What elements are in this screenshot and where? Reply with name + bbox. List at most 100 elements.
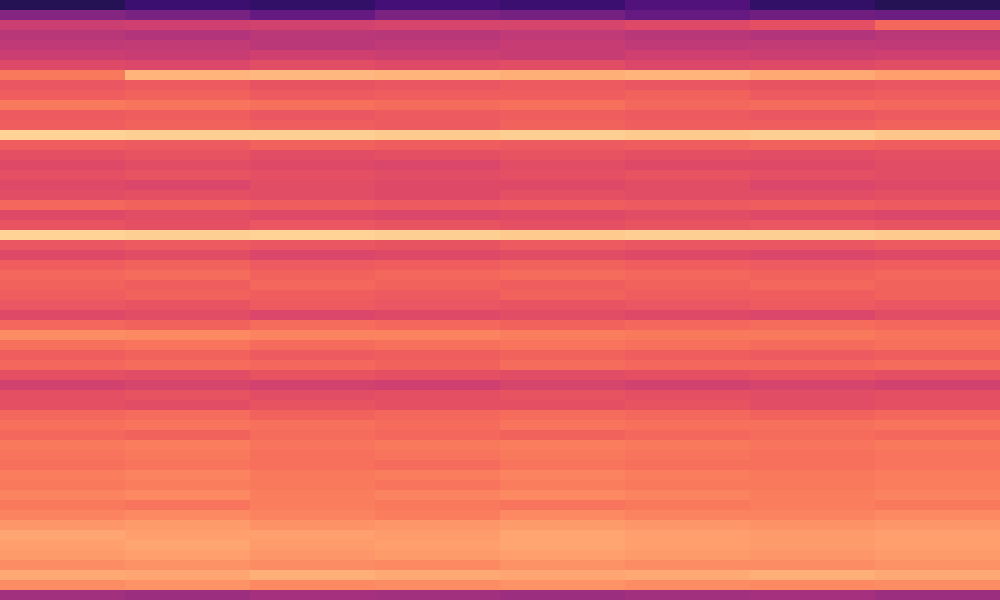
heatmap-cell: [500, 410, 626, 421]
heatmap-cell: [0, 470, 126, 481]
heatmap-cell: [0, 440, 126, 451]
heatmap-cell: [875, 40, 1000, 51]
heatmap-cell: [500, 190, 626, 201]
plot-area: [0, 0, 1000, 600]
heatmap-cell: [625, 170, 751, 181]
heatmap-cell: [250, 300, 376, 311]
heatmap-cell: [250, 190, 376, 201]
heatmap-cell: [625, 480, 751, 491]
heatmap-cell: [625, 10, 751, 21]
heatmap-cell: [500, 340, 626, 351]
heatmap-cell: [250, 370, 376, 381]
heatmap-cell: [875, 250, 1000, 261]
heatmap-cell: [375, 360, 501, 371]
heatmap-cell: [750, 320, 876, 331]
heatmap-cell: [625, 230, 751, 241]
heatmap-cell: [875, 210, 1000, 221]
heatmap-cell: [375, 170, 501, 181]
heatmap-cell: [125, 90, 251, 101]
heatmap-cell: [750, 470, 876, 481]
heatmap-cell: [875, 410, 1000, 421]
heatmap-cell: [750, 400, 876, 411]
heatmap-cell: [625, 560, 751, 571]
heatmap-cell: [375, 400, 501, 411]
heatmap-cell: [125, 510, 251, 521]
heatmap-cell: [125, 10, 251, 21]
heatmap-cell: [0, 180, 126, 191]
heatmap-cell: [0, 460, 126, 471]
heatmap-cell: [500, 40, 626, 51]
heatmap-cell: [875, 560, 1000, 571]
heatmap-cell: [875, 180, 1000, 191]
heatmap-cell: [625, 400, 751, 411]
heatmap-cell: [375, 340, 501, 351]
heatmap-cell: [750, 0, 876, 11]
heatmap-cell: [250, 260, 376, 271]
heatmap-cell: [625, 120, 751, 131]
cells: [0, 0, 1000, 600]
heatmap-cell: [625, 270, 751, 281]
heatmap-cell: [375, 450, 501, 461]
heatmap-cell: [0, 110, 126, 121]
heatmap-cell: [125, 310, 251, 321]
heatmap-cell: [125, 120, 251, 131]
heatmap-cell: [750, 190, 876, 201]
heatmap-cell: [125, 340, 251, 351]
heatmap-cell: [375, 380, 501, 391]
heatmap-cell: [250, 330, 376, 341]
heatmap-cell: [875, 550, 1000, 561]
heatmap-cell: [0, 290, 126, 301]
heatmap-cell: [125, 540, 251, 551]
heatmap-cell: [0, 120, 126, 131]
heatmap-cell: [625, 360, 751, 371]
heatmap-cell: [875, 90, 1000, 101]
heatmap-cell: [500, 510, 626, 521]
heatmap-cell: [125, 520, 251, 531]
heatmap-cell: [625, 110, 751, 121]
heatmap-cell: [0, 170, 126, 181]
heatmap-cell: [250, 550, 376, 561]
heatmap-cell: [375, 120, 501, 131]
heatmap-cell: [500, 490, 626, 501]
heatmap-cell: [875, 510, 1000, 521]
heatmap-cell: [875, 480, 1000, 491]
heatmap-cell: [750, 80, 876, 91]
heatmap-cell: [500, 30, 626, 41]
heatmap-cell: [125, 570, 251, 581]
heatmap-cell: [0, 50, 126, 61]
heatmap-cell: [0, 340, 126, 351]
heatmap-cell: [875, 220, 1000, 231]
heatmap-cell: [875, 490, 1000, 501]
heatmap-cell: [750, 530, 876, 541]
heatmap-cell: [500, 440, 626, 451]
heatmap-cell: [125, 260, 251, 271]
heatmap-cell: [0, 520, 126, 531]
heatmap-cell: [875, 230, 1000, 241]
heatmap-cell: [750, 440, 876, 451]
heatmap-cell: [125, 200, 251, 211]
heatmap-cell: [125, 160, 251, 171]
heatmap-cell: [250, 120, 376, 131]
heatmap-cell: [875, 570, 1000, 581]
heatmap-cell: [875, 520, 1000, 531]
heatmap-cell: [500, 90, 626, 101]
heatmap-cell: [750, 350, 876, 361]
heatmap-cell: [750, 230, 876, 241]
heatmap-cell: [625, 510, 751, 521]
heatmap-cell: [500, 60, 626, 71]
heatmap-cell: [625, 500, 751, 511]
heatmap-cell: [625, 460, 751, 471]
heatmap-cell: [500, 280, 626, 291]
heatmap-cell: [250, 310, 376, 321]
heatmap-cell: [625, 300, 751, 311]
heatmap-cell: [0, 580, 126, 591]
heatmap-cell: [875, 80, 1000, 91]
heatmap-cell: [0, 270, 126, 281]
heatmap-cell: [625, 280, 751, 291]
heatmap-cell: [750, 310, 876, 321]
heatmap-cell: [375, 210, 501, 221]
heatmap-cell: [875, 460, 1000, 471]
heatmap-cell: [875, 420, 1000, 431]
heatmap-cell: [250, 420, 376, 431]
heatmap-cell: [250, 200, 376, 211]
